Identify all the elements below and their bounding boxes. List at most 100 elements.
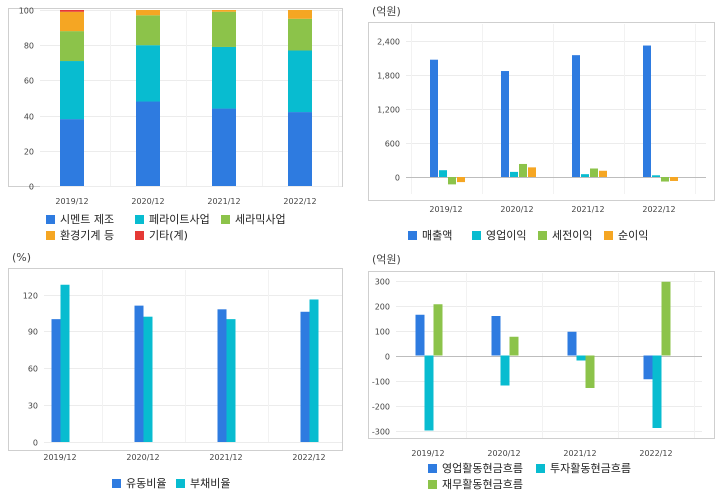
bar — [60, 284, 70, 442]
bar — [572, 55, 580, 177]
ratio-legend: 유동비율 부채비율 — [112, 476, 352, 494]
x-tick-label: 2020/12 — [487, 449, 520, 458]
legend-item-current-ratio: 유동비율 — [112, 476, 166, 492]
y-tick-label: 2,400 — [377, 38, 400, 47]
cashflow-chart: -300 -200 -100 0 100 200 300 2019/12 2020/12 2021… — [368, 271, 715, 458]
bar-segment — [60, 10, 84, 12]
legend-swatch — [604, 231, 613, 240]
y-tick-label: 40 — [24, 113, 34, 122]
y-tick-label: 0 — [385, 353, 390, 362]
bar-segment — [136, 45, 160, 102]
segment-chart: 0 20 40 60 80 100 2019/12 2020/12 2021/12 2022/12 — [8, 7, 343, 206]
legend-item-other: 기타(계) — [135, 228, 188, 244]
bar — [510, 171, 518, 177]
legend-item-debt-ratio: 부채비율 — [176, 476, 230, 492]
bar — [433, 304, 443, 356]
bar — [217, 309, 227, 442]
x-tick-label: 2020/12 — [131, 197, 164, 206]
legend-item-net-income: 순이익 — [604, 228, 648, 244]
legend-swatch — [221, 215, 230, 224]
y-tick-label: 20 — [24, 148, 34, 157]
bar-segment — [212, 11, 236, 47]
x-tick-label: 2022/12 — [642, 205, 675, 214]
bar — [424, 355, 434, 431]
y-tick-label: 300 — [375, 278, 390, 287]
x-tick-label: 2019/12 — [411, 449, 444, 458]
income-unit-label: (억원) — [372, 5, 401, 18]
legend-swatch — [536, 464, 545, 473]
bar-segment — [288, 10, 312, 19]
y-tick-label: 200 — [375, 303, 390, 312]
income-chart-panel: (억원) 0 600 1,200 1,800 2,400 2019/12 2020/12 20… — [360, 0, 720, 248]
bar — [670, 177, 678, 181]
bar — [500, 355, 510, 386]
legend-item-ferrite: 페라이트사업 — [135, 212, 210, 228]
x-tick-label: 2020/12 — [126, 453, 159, 462]
bar — [599, 170, 607, 177]
segment-chart-panel: 0 20 40 60 80 100 2019/12 2020/12 2021/12 2022/12… — [0, 0, 360, 248]
y-tick-label: 1,800 — [377, 72, 400, 81]
y-tick-label: 0 — [395, 174, 400, 183]
x-tick-label: 2021/12 — [571, 205, 604, 214]
bar — [652, 355, 662, 428]
bar — [134, 305, 144, 442]
bar — [585, 355, 595, 388]
bar — [501, 71, 509, 177]
y-tick-label: 120 — [23, 292, 38, 301]
bar — [528, 167, 536, 177]
legend-swatch — [472, 231, 481, 240]
bar-segment — [136, 101, 160, 186]
cashflow-unit-label: (억원) — [372, 253, 401, 266]
bar — [143, 316, 153, 442]
bar — [652, 175, 660, 177]
legend-item-financing-cf: 재무활동현금흐름 — [428, 477, 523, 493]
bar-segment — [60, 61, 84, 120]
legend-swatch — [46, 215, 55, 224]
legend-swatch — [135, 215, 144, 224]
bar — [567, 331, 577, 356]
ratio-unit-label: (%) — [12, 251, 32, 264]
bar — [590, 168, 598, 177]
x-tick-label: 2021/12 — [209, 453, 242, 462]
x-tick-label: 2020/12 — [500, 205, 533, 214]
legend-swatch — [176, 479, 185, 488]
ratio-chart-panel: (%) 0 30 60 90 120 2019/12 2020/12 2021/12 2022/… — [0, 248, 360, 496]
bar — [457, 177, 465, 183]
bar-segment — [288, 50, 312, 113]
bar — [661, 177, 669, 182]
bar-segment — [136, 15, 160, 46]
y-tick-label: 30 — [28, 402, 38, 411]
bar-segment — [288, 18, 312, 51]
bar — [519, 163, 527, 177]
bar-segment — [60, 31, 84, 62]
cashflow-chart-panel: (억원) -300 -200 -100 0 100 200 300 2019/12 2020/1… — [360, 248, 720, 496]
legend-swatch — [538, 231, 547, 240]
bar — [226, 319, 236, 442]
bar-segment — [212, 46, 236, 109]
x-tick-label: 2019/12 — [55, 197, 88, 206]
legend-item-investing-cf: 투자활동현금흐름 — [536, 461, 631, 477]
bar — [448, 177, 456, 185]
y-tick-label: 80 — [24, 42, 34, 51]
legend-item-operating-cf: 영업활동현금흐름 — [428, 461, 523, 477]
legend-swatch — [428, 480, 437, 489]
y-tick-label: 0 — [29, 183, 34, 192]
bar — [491, 316, 501, 356]
bar — [643, 355, 653, 380]
legend-item-operating-income: 영업이익 — [472, 228, 526, 244]
income-legend: 매출액 영업이익 세전이익 순이익 — [408, 228, 718, 246]
bar — [415, 314, 425, 356]
y-tick-label: 60 — [24, 77, 34, 86]
y-tick-label: 100 — [19, 7, 34, 16]
legend-swatch — [408, 231, 417, 240]
y-tick-label: 100 — [375, 328, 390, 337]
bar-segment — [288, 112, 312, 186]
bar — [576, 355, 586, 361]
bar — [661, 281, 671, 356]
y-tick-label: 0 — [33, 439, 38, 448]
x-tick-label: 2022/12 — [639, 449, 672, 458]
bar-segment — [212, 10, 236, 12]
bar — [300, 311, 310, 442]
ratio-chart: 0 30 60 90 120 2019/12 2020/12 2021/12 2022/12 — [8, 268, 343, 462]
x-tick-label: 2021/12 — [207, 197, 240, 206]
